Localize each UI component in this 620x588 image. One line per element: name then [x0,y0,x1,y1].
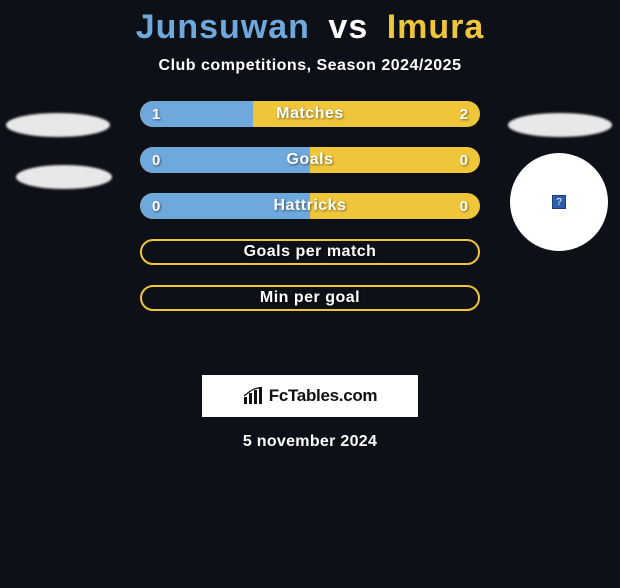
avatar-circle-icon: ? [510,153,608,251]
subtitle: Club competitions, Season 2024/2025 [0,57,620,75]
stat-label: Hattricks [140,193,480,219]
page-title: Junsuwan vs Imura [0,8,620,47]
avatar-ellipse-icon [6,113,110,137]
comparison-chart: ? 12Matches 00Goals 00Hattricks Goals per m… [0,101,620,361]
avatar-ellipse-icon [508,113,612,137]
player2-avatar: ? [506,105,616,195]
badge-icon: ? [552,195,566,209]
snapshot-date: 5 november 2024 [0,433,620,451]
stat-bar: Min per goal [140,285,480,311]
stat-bar: 00Hattricks [140,193,480,219]
title-vs: vs [328,8,368,46]
bar-list: 12Matches 00Goals 00Hattricks Goals per mat… [140,101,480,331]
bar-chart-icon [243,387,265,405]
stat-label: Min per goal [142,287,478,309]
stat-bar: 12Matches [140,101,480,127]
player1-avatar [4,105,114,195]
stat-label: Goals per match [142,241,478,263]
stat-bar: Goals per match [140,239,480,265]
title-player2: Imura [387,8,485,46]
avatar-ellipse-icon [16,165,112,189]
title-player1: Junsuwan [136,8,310,46]
stat-bar: 00Goals [140,147,480,173]
stat-label: Matches [140,101,480,127]
brand-logo: FcTables.com [202,375,418,417]
brand-text: FcTables.com [269,386,378,406]
stat-label: Goals [140,147,480,173]
